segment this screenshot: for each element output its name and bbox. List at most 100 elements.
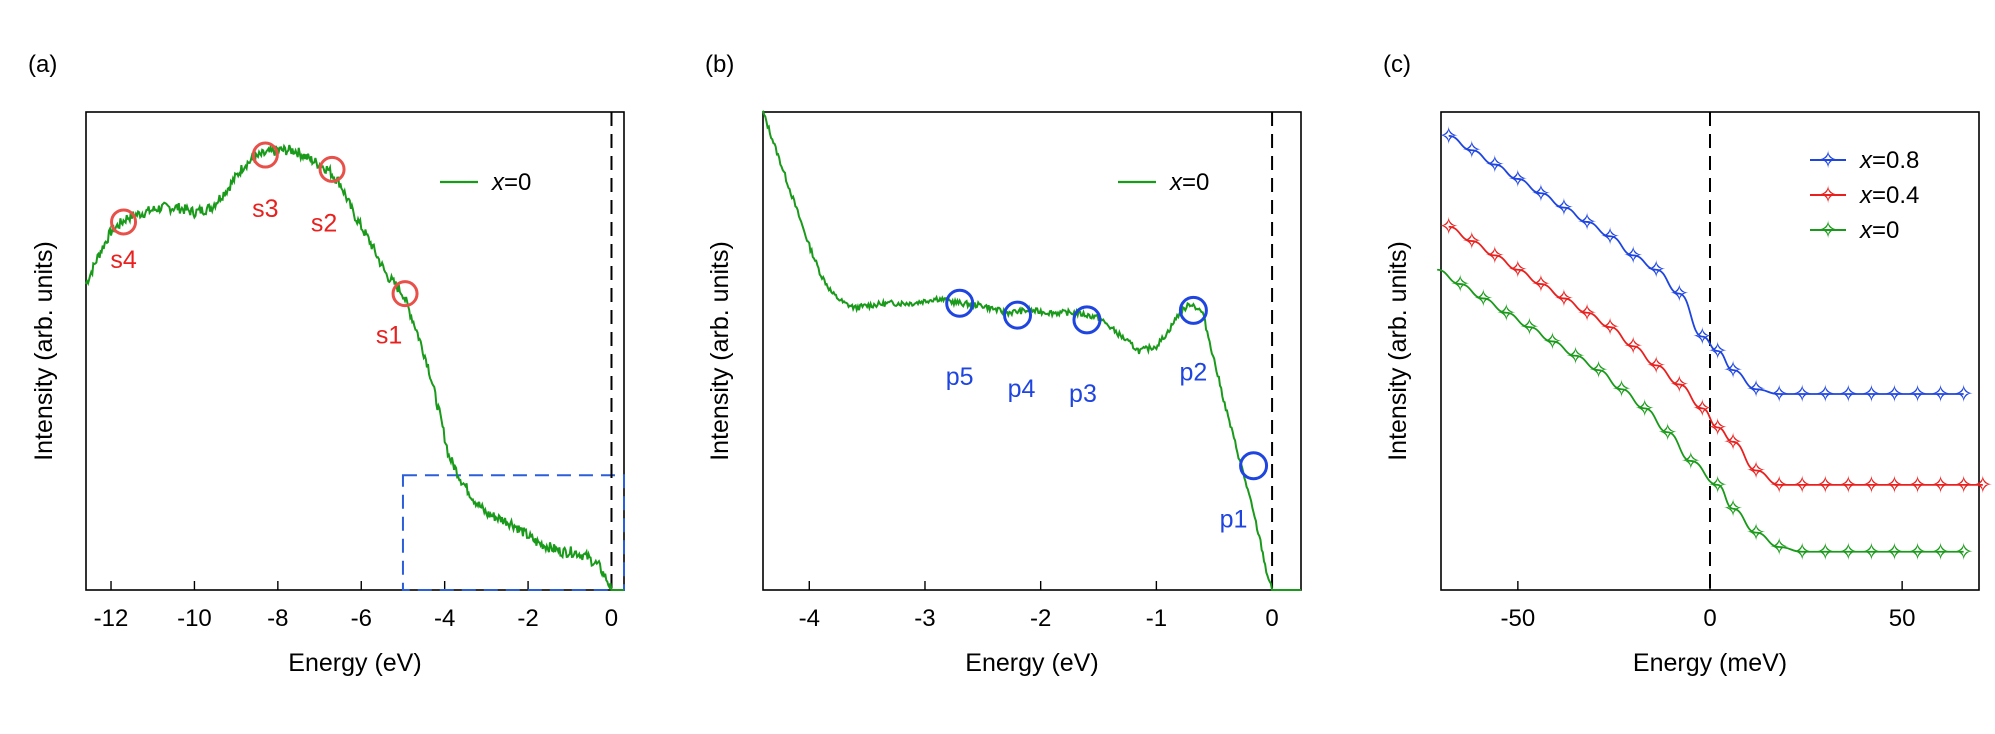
series-point: ✧ (1907, 381, 1927, 408)
series-point: ✧ (1692, 395, 1712, 422)
series-point: ✧ (1792, 472, 1812, 499)
series-point: ✧ (1708, 338, 1728, 365)
series-point: ✧ (1531, 180, 1551, 207)
series-point: ✧ (1485, 242, 1505, 269)
x-tick-label: 50 (1889, 605, 1916, 632)
panel-a-x-ticks: -12 -10 -8 -6 -4 -2 0 (94, 581, 618, 632)
x-tick-label: -2 (517, 605, 538, 632)
panel-c-ylabel: Intensity (arb. units) (1384, 241, 1412, 461)
panel-b-legend: x=0 (1118, 169, 1209, 196)
series-point: ✧ (1954, 472, 1974, 499)
series-point: ✧ (1646, 257, 1666, 284)
series-point: ✧ (1473, 285, 1493, 312)
series-point: ✧ (1931, 539, 1951, 566)
panel-c-x-ticks: -50 0 50 (1501, 581, 1916, 632)
series-point: ✧ (1554, 195, 1574, 222)
x-tick-label: 0 (605, 605, 618, 632)
panel-b-frame (762, 111, 1302, 591)
series-point: ✧ (1589, 357, 1609, 384)
series-point: ✧ (1746, 520, 1766, 547)
panel-a: (a) -12 -10 -8 -6 -4 -2 0 s4 s3 s2 s1 x=0 Energy … (28, 51, 625, 677)
annotation-label-p1: p1 (1220, 506, 1248, 534)
series-point: ✧ (1815, 539, 1835, 566)
series-point: ✧ (1508, 166, 1528, 193)
series-point: ✧ (1792, 381, 1812, 408)
legend-var-x08: x (1859, 147, 1873, 174)
x-tick-label: -50 (1501, 605, 1536, 632)
series-point: ✧ (1681, 448, 1701, 475)
series-point: ✧ (1496, 300, 1516, 327)
series-point: ✧ (1907, 539, 1927, 566)
legend-label-x08: x=0.8 (1859, 147, 1919, 174)
annotation-label-s3: s3 (252, 195, 278, 223)
series-point: ✧ (1439, 123, 1459, 150)
series-point: ✧ (1508, 257, 1528, 284)
panel-a-annotations: s4 s3 s2 s1 (110, 141, 419, 350)
legend-var-x04: x (1859, 182, 1873, 209)
series-point: ✧ (1542, 328, 1562, 355)
x-tick-label: -12 (94, 605, 129, 632)
panel-a-legend: x=0 (440, 169, 531, 196)
series-point: ✧ (1462, 137, 1482, 164)
panel-c-label: (c) (1383, 51, 1411, 78)
annotation-circle-s1 (391, 280, 419, 308)
series-point: ✧ (1769, 472, 1789, 499)
annotation-label-p3: p3 (1069, 380, 1097, 408)
annotation-circle-s3 (251, 141, 279, 169)
series-point: ✧ (1519, 314, 1539, 341)
annotation-label-p5: p5 (946, 363, 974, 391)
panel-a-frame (85, 111, 625, 591)
legend-var-x0: x (1859, 217, 1873, 244)
x-tick-label: -8 (267, 605, 288, 632)
annotation-label-s4: s4 (110, 246, 137, 274)
series-point: ✧ (1600, 314, 1620, 341)
annotation-circle-p3 (1072, 305, 1102, 335)
panel-b-ylabel: Intensity (arb. units) (706, 241, 734, 461)
annotation-circle-s2 (318, 155, 346, 183)
panel-b-curve (762, 110, 1301, 591)
panel-a-ylabel: Intensity (arb. units) (30, 241, 58, 461)
annotation-circle-p4 (1003, 300, 1033, 330)
series-point: ✧ (1792, 539, 1812, 566)
x-tick-label: -6 (351, 605, 372, 632)
panel-a-xlabel: Energy (eV) (288, 649, 421, 677)
panel-a-highlight-box (401, 474, 625, 591)
x-tick-label: -10 (177, 605, 212, 632)
legend-label-x0: x=0 (1859, 217, 1899, 244)
series-point: ✧ (1931, 472, 1951, 499)
series-point: ✧ (1531, 271, 1551, 298)
annotation-label-p4: p4 (1008, 375, 1036, 403)
x-tick-label: -2 (1030, 605, 1051, 632)
panel-c: (c) -50 0 50 ✧✧✧✧✧✧✧✧✧✧✧✧✧✧✧ ✧ ✧ ✧ ✧ ✧ ✧ ✧ ✧ ✧✧✧✧✧✧… (1383, 51, 1993, 677)
series-point: ✧ (1838, 381, 1858, 408)
series-line-2 (1437, 268, 1964, 553)
series-point: ✧ (1669, 371, 1689, 398)
series-point: ✧ (1884, 539, 1904, 566)
series-point: ✧ (1746, 458, 1766, 485)
annotation-label-p2: p2 (1179, 358, 1207, 386)
series-point: ✧ (1838, 472, 1858, 499)
series-point: ✧ (1658, 419, 1678, 446)
series-point: ✧ (1861, 539, 1881, 566)
series-point: ✧ (1462, 228, 1482, 255)
panel-c-xlabel: Energy (meV) (1633, 649, 1787, 677)
x-tick-label: 0 (1703, 605, 1716, 632)
panel-b: (b) -4 -3 -2 -1 0 p5 p4 p3 p2 p1 x=0 Energy (eV)… (705, 51, 1302, 677)
x-tick-label: 0 (1265, 605, 1278, 632)
panel-c-series: ✧✧✧✧✧✧✧✧✧✧✧✧✧✧✧ ✧ ✧ ✧ ✧ ✧ ✧ ✧ ✧ ✧✧✧✧✧✧✧✧✧✧✧✧✧✧✧✧✧… (1437, 123, 1993, 566)
series-point: ✧ (1669, 281, 1689, 308)
panel-b-legend-label: x=0 (1169, 169, 1209, 196)
annotation-label-s2: s2 (311, 209, 337, 237)
series-point: ✧ (1623, 333, 1643, 360)
series-point: ✧ (1973, 472, 1993, 499)
series-point: ✧ (1612, 376, 1632, 403)
annotation-circle-p5 (945, 288, 975, 318)
series-point: ✧ (1723, 429, 1743, 456)
x-tick-label: -4 (799, 605, 820, 632)
series-point: ✧ (1635, 395, 1655, 422)
panel-a-label: (a) (28, 51, 57, 78)
series-point: ✧ (1565, 343, 1585, 370)
panel-b-label: (b) (705, 51, 734, 78)
series-point: ✧ (1907, 472, 1927, 499)
